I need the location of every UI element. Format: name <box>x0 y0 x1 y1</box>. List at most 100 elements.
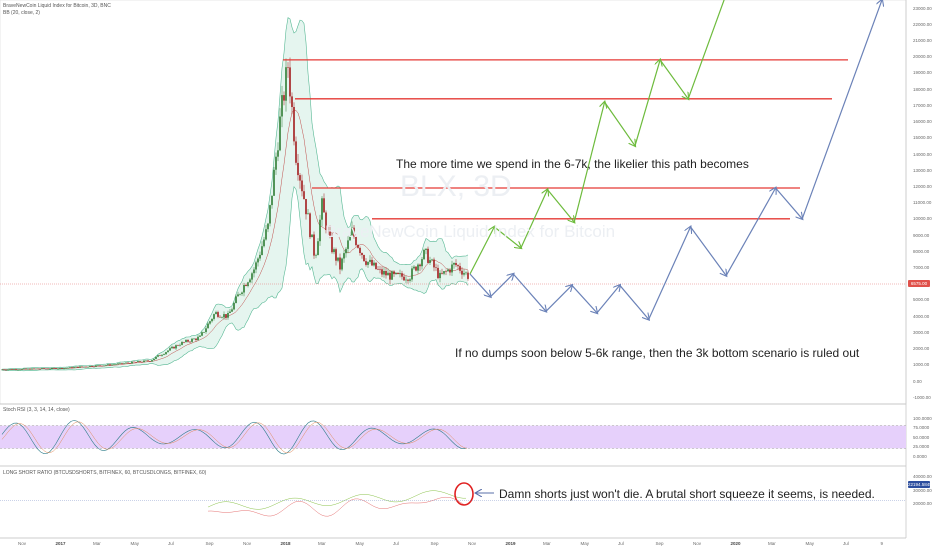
candle-body <box>5 369 7 371</box>
time-tick-label: Mar <box>93 541 101 546</box>
candle-body <box>113 364 115 365</box>
candle-body <box>387 272 389 276</box>
highlight-circle <box>454 482 474 506</box>
time-tick-label: 2018 <box>280 541 291 546</box>
candle-body <box>419 264 421 267</box>
candle-body <box>161 354 163 356</box>
candle-body <box>157 355 159 357</box>
candle-body <box>285 67 287 101</box>
candle-body <box>105 365 107 366</box>
ratio-label: LONG SHORT RATIO (BTCUSDSHORTS, BITFINEX… <box>3 470 207 476</box>
bear-path-arrow <box>648 227 691 320</box>
candle-body <box>57 368 59 370</box>
candle-body <box>345 248 347 254</box>
candle-body <box>355 236 357 246</box>
bear-path-arrow <box>545 285 572 312</box>
candle-body <box>179 344 181 346</box>
candle-body <box>55 368 57 369</box>
annotation-bull-path: The more time we spend in the 6-7k, the … <box>396 157 749 171</box>
candle-body <box>13 369 15 370</box>
candle-body <box>257 258 259 263</box>
candle-body <box>323 198 325 213</box>
candle-body <box>297 162 299 176</box>
candle-body <box>17 369 19 371</box>
candle-body <box>351 227 353 236</box>
candle-body <box>441 272 443 274</box>
candle-body <box>265 229 267 240</box>
candle-body <box>159 355 161 356</box>
annotation-bear-path: If no dumps soon below 5-6k range, then … <box>455 346 860 360</box>
candle-body <box>239 294 241 295</box>
candle-body <box>453 263 455 265</box>
candle-body <box>407 279 409 281</box>
bull-path-arrow <box>687 0 725 100</box>
candle-body <box>215 312 217 315</box>
candle-body <box>283 95 285 101</box>
candle-body <box>7 369 9 371</box>
time-tick-label: Jul <box>168 541 174 546</box>
candle-body <box>375 262 377 270</box>
candle-body <box>129 363 131 364</box>
bear-path-arrow <box>775 187 803 219</box>
candle-body <box>27 368 29 370</box>
candle-body <box>43 368 45 369</box>
candle-body <box>41 368 43 369</box>
last-price-badge: 6575.00 <box>908 280 930 287</box>
candle-body <box>287 67 289 68</box>
candle-body <box>461 270 463 275</box>
price-tick-label: 22000.00 <box>913 21 932 27</box>
bear-path-arrow <box>469 273 491 297</box>
stoch-d-line <box>1 421 468 454</box>
candle-body <box>385 271 387 276</box>
bollinger-upper <box>1 17 469 370</box>
candle-body <box>45 368 47 370</box>
candle-body <box>353 227 355 237</box>
candle-body <box>89 366 91 367</box>
candle-body <box>313 234 315 256</box>
time-tick-label: Sep <box>430 541 439 546</box>
bear-path-arrow <box>801 0 882 220</box>
bear-path-arrow <box>512 273 546 311</box>
candle-body <box>403 276 405 281</box>
time-tick-label: Sep <box>655 541 664 546</box>
candle-body <box>35 368 37 370</box>
candle-body <box>165 352 167 355</box>
candle-body <box>197 336 199 340</box>
candle-body <box>379 269 381 270</box>
candle-body <box>3 369 5 371</box>
time-tick-label: Jul <box>618 541 624 546</box>
candle-body <box>63 368 65 369</box>
candle-body <box>251 273 253 280</box>
candle-body <box>199 335 201 337</box>
candle-body <box>205 328 207 332</box>
bull-path-arrow <box>659 59 688 99</box>
candle-body <box>83 366 85 368</box>
ratio-last-badge: 22194.5845 <box>908 481 932 488</box>
time-tick-label: Mar <box>768 541 776 546</box>
candle-body <box>301 180 303 192</box>
candle-body <box>295 141 297 163</box>
candle-body <box>431 259 433 261</box>
candle-body <box>445 271 447 272</box>
candle-body <box>167 350 169 352</box>
bull-path-arrow <box>547 189 575 223</box>
price-tick-label: 15000.00 <box>913 135 932 141</box>
candle-body <box>195 338 197 340</box>
candle-body <box>451 264 453 273</box>
candle-body <box>99 365 101 366</box>
candle-body <box>91 366 93 367</box>
price-tick-label: 4000.00 <box>913 313 930 319</box>
candle-body <box>347 240 349 249</box>
candle-body <box>389 272 391 280</box>
ratio-series-a <box>207 490 466 510</box>
candle-body <box>367 261 369 265</box>
candle-body <box>263 239 265 247</box>
price-tick-label: 3000.00 <box>913 329 930 335</box>
candle-body <box>409 279 411 281</box>
price-tick-label: 12000.00 <box>913 183 932 189</box>
bear-path-arrow <box>571 284 597 313</box>
candle-body <box>267 223 269 230</box>
candle-body <box>115 364 117 365</box>
ratio-tick-label: 40000.0000 <box>913 474 932 480</box>
candle-body <box>77 366 79 368</box>
